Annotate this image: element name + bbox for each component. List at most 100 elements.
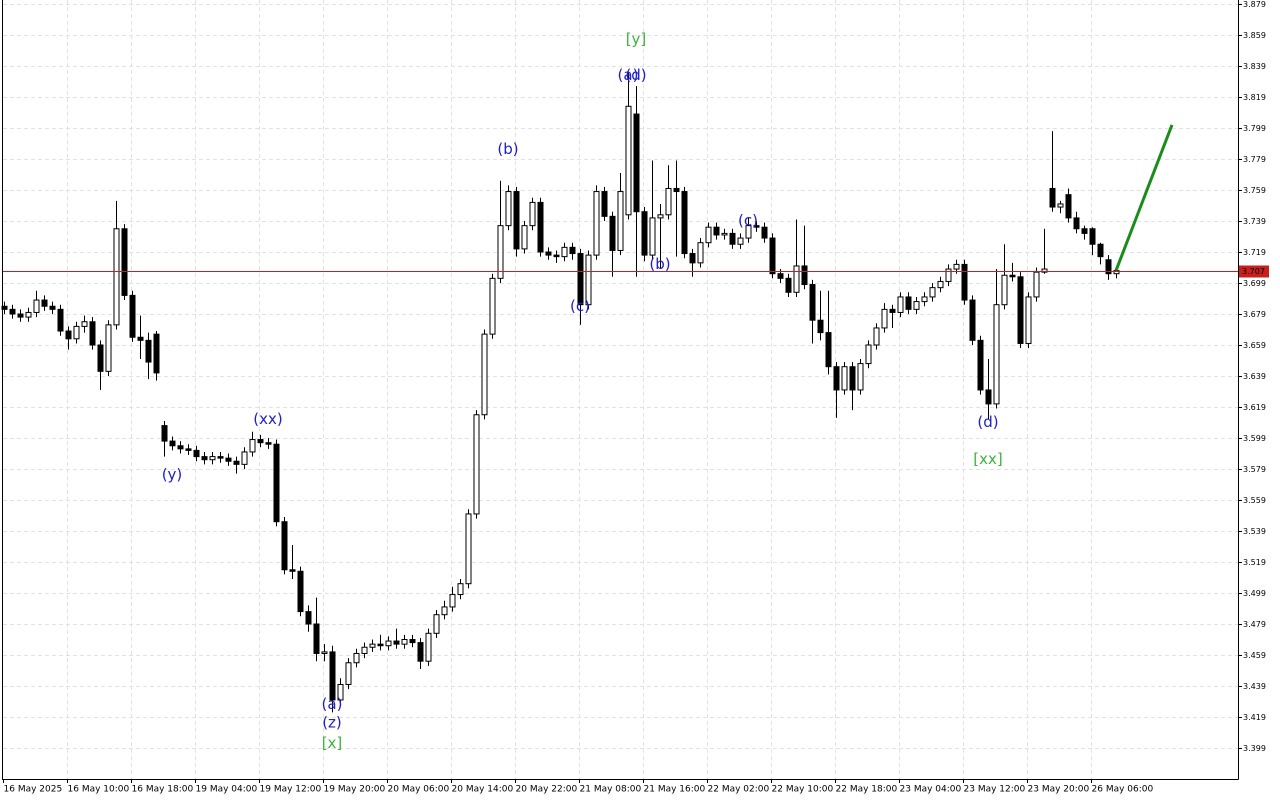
candle-body <box>49 305 56 310</box>
wave-label: (y) <box>162 466 183 484</box>
candle-body <box>1033 271 1040 298</box>
candle-body <box>481 333 488 416</box>
candle-body <box>161 425 168 442</box>
y-tick-label: 3.719 <box>1243 248 1266 257</box>
x-tick-label: 23 May 12:00 <box>964 785 1026 795</box>
candle-body <box>681 191 688 255</box>
y-tick-label: 3.819 <box>1243 93 1266 102</box>
candle-body <box>985 389 992 405</box>
y-tick-label: 3.799 <box>1243 124 1266 133</box>
candle-body <box>41 299 48 307</box>
current-price-tag <box>1239 265 1269 278</box>
candle-body <box>1049 187 1056 208</box>
candle-body <box>689 253 696 264</box>
candle-body <box>1097 243 1104 258</box>
y-tick-label: 3.639 <box>1243 372 1266 381</box>
candle-body <box>633 113 640 213</box>
candle-body <box>97 344 104 372</box>
candle-body <box>345 662 352 685</box>
candle-body <box>313 623 320 654</box>
y-tick-label: 3.399 <box>1243 744 1266 753</box>
y-tick-label: 3.459 <box>1243 651 1266 660</box>
wave-label: (d) <box>625 66 646 84</box>
candle-body <box>817 319 824 334</box>
candle-body <box>249 439 256 453</box>
candle-body <box>329 651 336 701</box>
candle-body <box>977 339 984 391</box>
wave-label: (b) <box>649 255 670 273</box>
candle-body <box>265 442 272 445</box>
y-tick-label: 3.659 <box>1243 341 1266 350</box>
x-tick-label: 19 May 04:00 <box>196 785 258 795</box>
wave-label: (a) <box>322 695 343 713</box>
y-tick-label: 3.779 <box>1243 155 1266 164</box>
candle-body <box>1041 268 1048 273</box>
candle-body <box>569 246 576 255</box>
candle-body <box>385 640 392 647</box>
wave-label: (d) <box>977 413 998 431</box>
candle-body <box>809 284 816 321</box>
candle-body <box>281 521 288 571</box>
y-tick-label: 3.479 <box>1243 620 1266 629</box>
x-tick-label: 22 May 10:00 <box>772 785 834 795</box>
candle-body <box>1105 259 1112 275</box>
candle-body <box>865 344 872 365</box>
candle-body <box>1057 203 1064 208</box>
candle-body <box>361 646 368 654</box>
y-tick-label: 3.699 <box>1243 279 1266 288</box>
candle-body <box>841 366 848 391</box>
candle-body <box>193 449 200 458</box>
candle-body <box>721 232 728 236</box>
candle-body <box>617 191 624 251</box>
candle-body <box>561 246 568 258</box>
candle-body <box>457 583 464 596</box>
candle-body <box>585 254 592 306</box>
wave-label: [x] <box>322 734 343 752</box>
candle-body <box>153 333 160 374</box>
candle-body <box>225 457 232 462</box>
candle-body <box>753 225 760 228</box>
candle-body <box>705 226 712 244</box>
candle-body <box>1089 228 1096 245</box>
candle-body <box>593 191 600 256</box>
candle-body <box>121 228 128 296</box>
wave-label: (c) <box>738 212 758 230</box>
candle-body <box>929 287 936 298</box>
candle-body <box>89 321 96 346</box>
candle-body <box>409 639 416 644</box>
y-tick-label: 3.879 <box>1243 0 1266 9</box>
candle-body <box>129 294 136 338</box>
candle-body <box>241 451 248 465</box>
y-tick-label: 3.739 <box>1243 217 1266 226</box>
candle-body <box>521 225 528 250</box>
x-tick-label: 16 May 2025 <box>4 785 63 795</box>
wave-label: (a) <box>618 66 639 84</box>
candle-body <box>73 325 80 340</box>
candle-body <box>369 643 376 648</box>
overlay: (y)(xx)(a)(z)[x](b)(c)(a)(d)[y](b)(c)(d)… <box>3 30 1238 752</box>
candle-body <box>257 439 264 444</box>
candle-body <box>921 296 928 303</box>
candle-body <box>33 299 40 313</box>
candle-body <box>993 304 1000 405</box>
candle-body <box>913 301 920 310</box>
candle-body <box>233 460 240 465</box>
candle-body <box>625 105 632 216</box>
wave-label: [y] <box>626 30 647 48</box>
candle-body <box>729 232 736 245</box>
candle-body <box>377 643 384 647</box>
candle-body <box>209 456 216 461</box>
x-tick-label: 19 May 20:00 <box>324 785 386 795</box>
x-tick-label: 26 May 06:00 <box>1092 785 1154 795</box>
y-tick-label: 3.839 <box>1243 62 1266 71</box>
candle-body <box>9 308 16 315</box>
x-tick-label: 19 May 12:00 <box>260 785 322 795</box>
candle-body <box>465 513 472 585</box>
candle-body <box>17 313 24 318</box>
candle-body <box>713 226 720 236</box>
candle-body <box>1017 276 1024 344</box>
y-tick-label: 3.539 <box>1243 527 1266 536</box>
candle-body <box>961 263 968 301</box>
candle-body <box>673 187 680 193</box>
candle-body <box>169 440 176 447</box>
